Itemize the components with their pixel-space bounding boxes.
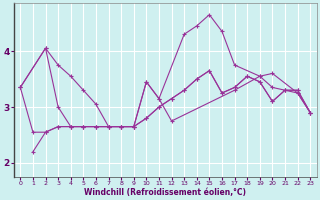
X-axis label: Windchill (Refroidissement éolien,°C): Windchill (Refroidissement éolien,°C) xyxy=(84,188,246,197)
